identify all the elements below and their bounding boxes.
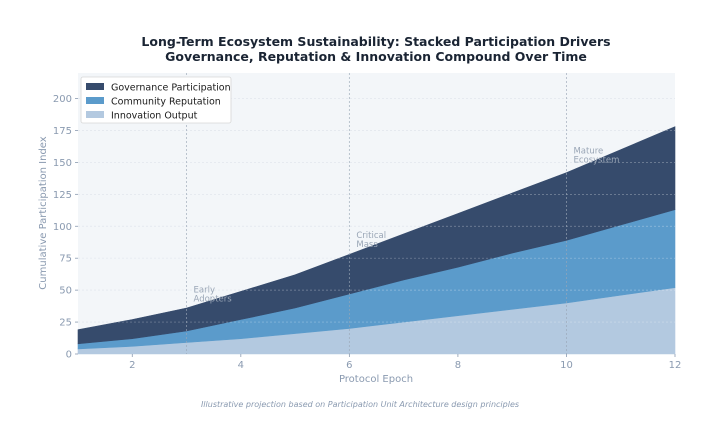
y-tick-label: 150 — [53, 158, 72, 169]
legend-swatch — [86, 83, 104, 90]
chart-caption: Illustrative projection based on Partici… — [201, 400, 519, 409]
x-tick-label: 6 — [346, 360, 352, 371]
x-tick-label: 4 — [238, 360, 244, 371]
tick-labels: 2 4 6 8 10 12 0 25 50 75 100 125 150 175 200 — [53, 94, 681, 371]
annotation-line: Mass — [356, 240, 378, 250]
annotation-line: Adopters — [194, 295, 233, 305]
annotation-1: Critical Mass — [356, 231, 386, 250]
y-tick-label: 0 — [66, 350, 72, 361]
legend: Governance Participation Community Reputa… — [80, 76, 232, 124]
annotation-0: Early Adopters — [194, 286, 233, 305]
annotation-line: Mature — [573, 146, 603, 156]
x-axis-label: Protocol Epoch — [339, 374, 413, 385]
x-tick-label: 8 — [455, 360, 461, 371]
annotation-line: Ecosystem — [573, 155, 619, 165]
area-series-2 — [77, 126, 676, 345]
annotations: Early Adopters Critical Mass Mature Ecosystem — [194, 146, 620, 304]
x-tick-label: 12 — [669, 360, 682, 371]
annotation-2: Mature Ecosystem — [573, 146, 619, 165]
legend-label: Innovation Output — [111, 111, 198, 122]
y-tick-label: 125 — [53, 190, 72, 201]
x-tick-label: 2 — [129, 360, 135, 371]
y-tick-label: 50 — [59, 286, 72, 297]
annotation-line: Early — [194, 286, 215, 296]
legend-label: Governance Participation — [111, 83, 231, 94]
chart-subtitle: Governance, Reputation & Innovation Comp… — [165, 49, 587, 64]
x-tick-label: 10 — [560, 360, 573, 371]
y-tick-label: 175 — [53, 126, 72, 137]
y-axis-label: Cumulative Participation Index — [38, 136, 49, 289]
y-tick-label: 25 — [59, 318, 72, 329]
legend-swatch — [86, 111, 104, 118]
legend-label: Community Reputation — [111, 97, 221, 108]
phase-lines — [186, 73, 567, 354]
area-series — [77, 98, 676, 355]
legend-box — [80, 76, 232, 124]
legend-swatch — [86, 97, 104, 104]
y-tick-label: 75 — [59, 254, 72, 265]
annotation-line: Critical — [356, 231, 386, 241]
chart-title: Long-Term Ecosystem Sustainability: Stac… — [141, 34, 610, 49]
y-tick-label: 200 — [53, 94, 72, 105]
y-tick-label: 100 — [53, 222, 72, 233]
